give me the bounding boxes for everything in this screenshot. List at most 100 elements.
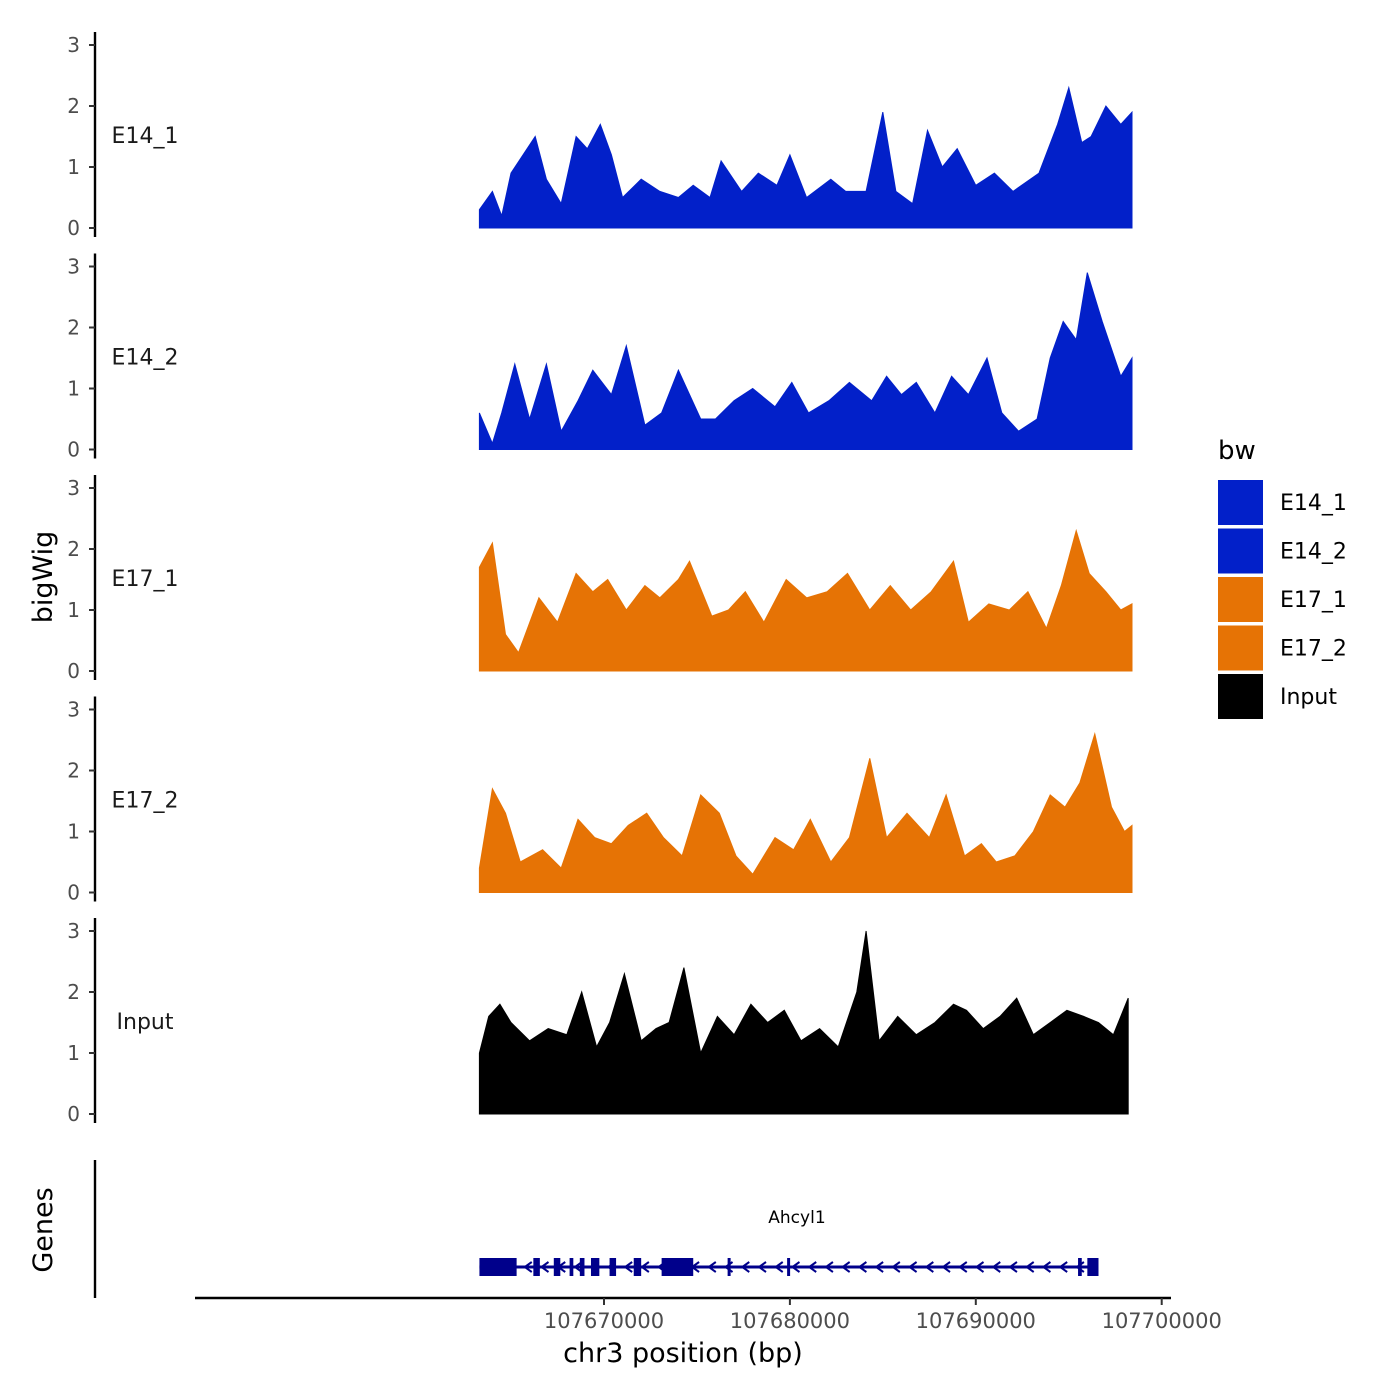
legend-swatch	[1218, 528, 1263, 574]
gene-exon	[727, 1258, 731, 1276]
legend-title: bw	[1218, 436, 1256, 466]
gene-exon	[633, 1258, 642, 1276]
track-label: E17_1	[112, 567, 179, 592]
strand-arrow	[623, 1261, 633, 1273]
strand-arrow	[1041, 1261, 1052, 1273]
gene-exon	[609, 1258, 617, 1276]
coverage-area	[478, 930, 1129, 1115]
gene-track-panel: Genes Ahcyl1	[28, 1160, 1099, 1298]
legend-swatch	[1218, 480, 1263, 525]
gene-exon	[787, 1258, 791, 1276]
x-axis-title: chr3 position (bp)	[563, 1338, 803, 1369]
y-axis-title: bigWig	[28, 531, 59, 624]
x-tick-label: 107670000	[544, 1309, 664, 1333]
y-tick-label: 0	[67, 438, 80, 462]
y-tick-label: 2	[67, 316, 80, 340]
y-tick-label: 2	[67, 94, 80, 118]
strand-arrow	[891, 1261, 901, 1273]
y-tick-label: 1	[67, 1041, 80, 1065]
gene-exon	[590, 1258, 600, 1276]
track-E17_2: 0 1 2 3 E17_2	[67, 696, 1133, 905]
x-axis: 107670000 107680000 107690000 107700000 chr…	[195, 1296, 1222, 1369]
y-tick-label: 1	[67, 155, 80, 179]
y-tick-label: 3	[67, 255, 80, 279]
coverage-area	[478, 85, 1133, 229]
track-E14_1: 0 1 2 3 E14_1	[67, 32, 1133, 240]
coverage-area	[478, 272, 1133, 450]
y-tick-label: 1	[67, 820, 80, 844]
track-Input: 0 1 2 3 Input	[67, 918, 1129, 1126]
gene-track-title: Genes	[28, 1187, 59, 1272]
strand-arrow	[757, 1261, 767, 1273]
coverage-area	[478, 528, 1133, 672]
legend-label: E14_2	[1280, 540, 1347, 565]
legend-swatch	[1218, 625, 1263, 671]
y-tick-label: 3	[67, 919, 80, 943]
x-tick-label: 107680000	[730, 1309, 850, 1333]
strand-arrow	[974, 1261, 985, 1273]
strand-arrow	[1024, 1261, 1035, 1273]
legend-label: E14_1	[1280, 491, 1347, 516]
strand-arrow	[857, 1261, 867, 1273]
legend-swatch	[1218, 674, 1263, 719]
gene-exon	[569, 1258, 574, 1276]
strand-arrow	[958, 1261, 968, 1273]
gene-exon	[579, 1258, 585, 1276]
track-label: Input	[117, 1010, 174, 1035]
strand-arrow	[824, 1261, 834, 1273]
strand-arrow	[640, 1261, 650, 1273]
strand-arrow	[573, 1261, 583, 1273]
strand-arrow	[941, 1261, 951, 1273]
x-axis-ticks: 107670000 107680000 107690000 107700000	[544, 1298, 1222, 1333]
y-tick-label: 2	[67, 759, 80, 783]
y-tick-label: 3	[67, 476, 80, 500]
track-panels: 0 1 2 3 E14_1 0 1 2 3 E14_2 0 1 2 3 E17_1 0 1 2 3 E17_2 0 1 2 3…	[67, 32, 1133, 1126]
legend-entries: E14_1 E14_2 E17_1 E17_2 Input	[1218, 480, 1347, 719]
strand-arrow	[874, 1261, 884, 1273]
track-label: E17_2	[112, 789, 179, 814]
strand-arrow	[1008, 1261, 1018, 1273]
gene-exon	[661, 1258, 694, 1276]
strand-arrow	[840, 1261, 851, 1273]
y-tick-label: 2	[67, 537, 80, 561]
strand-arrow	[1058, 1261, 1068, 1273]
strand-arrow	[774, 1261, 784, 1273]
gene-model	[479, 1258, 1099, 1276]
y-tick-label: 0	[67, 1102, 80, 1126]
gene-exon	[1087, 1258, 1099, 1276]
y-tick-label: 0	[67, 659, 80, 683]
x-tick-label: 107690000	[916, 1309, 1036, 1333]
track-label: E14_2	[112, 346, 179, 371]
coverage-area	[478, 731, 1133, 893]
y-tick-label: 1	[67, 377, 80, 401]
track-label: E14_1	[112, 124, 179, 149]
legend-label: Input	[1280, 685, 1337, 710]
y-tick-label: 3	[67, 698, 80, 722]
strand-arrow	[924, 1261, 934, 1273]
gene-exon	[479, 1258, 517, 1276]
strand-arrow	[707, 1261, 717, 1273]
gene-exon	[553, 1258, 561, 1276]
legend-label: E17_1	[1280, 588, 1347, 613]
legend-label: E17_2	[1280, 637, 1347, 662]
strand-arrow	[991, 1261, 1001, 1273]
strand-arrow	[539, 1261, 550, 1273]
y-tick-label: 1	[67, 598, 80, 622]
gene-exon	[533, 1258, 540, 1276]
legend-swatch	[1218, 577, 1263, 622]
y-tick-label: 2	[67, 980, 80, 1004]
gene-name-label: Ahcyl1	[768, 1208, 825, 1228]
y-tick-label: 0	[67, 216, 80, 240]
y-tick-label: 3	[67, 33, 80, 57]
gene-exon	[1078, 1258, 1082, 1276]
strand-arrow	[740, 1261, 750, 1273]
strand-arrow	[790, 1261, 801, 1273]
legend: bw E14_1 E14_2 E17_1 E17_2 Input	[1218, 436, 1347, 719]
strand-arrow	[807, 1261, 817, 1273]
track-E17_1: 0 1 2 3 E17_1	[67, 475, 1133, 683]
track-E14_2: 0 1 2 3 E14_2	[67, 253, 1133, 462]
x-tick-label: 107700000	[1102, 1309, 1222, 1333]
strand-arrow	[523, 1261, 533, 1273]
y-tick-label: 0	[67, 881, 80, 905]
